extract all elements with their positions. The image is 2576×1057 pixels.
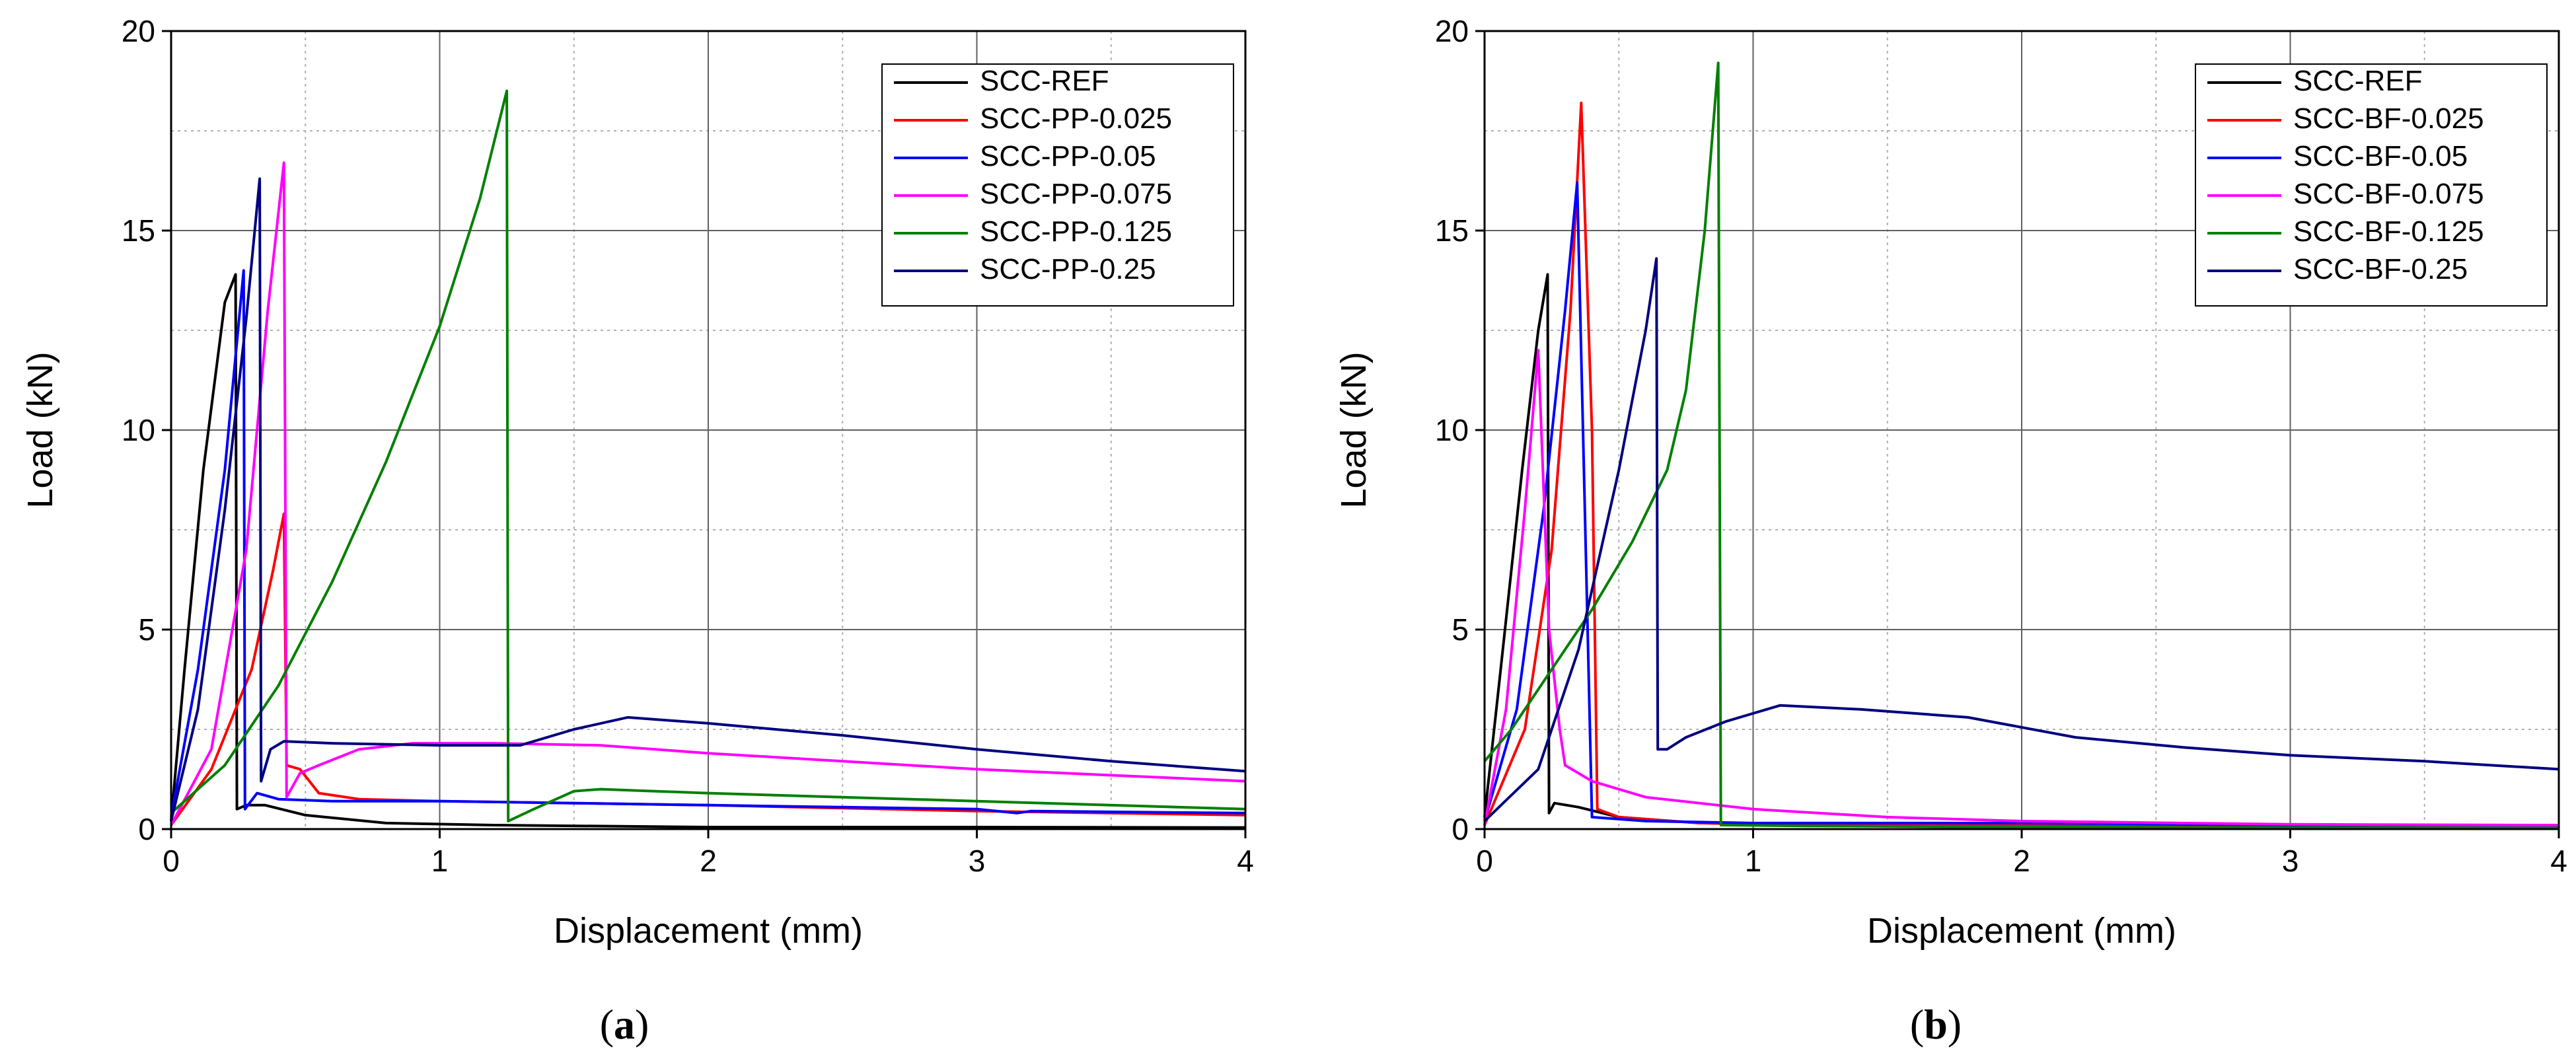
panel-label: (a) (600, 1001, 649, 1048)
legend-label: SCC-BF-0.125 (2293, 215, 2484, 248)
x-tick-label: 2 (700, 844, 717, 878)
panel-label-open: ( (600, 1001, 614, 1048)
y-tick-label: 0 (138, 812, 155, 846)
series-line-scc-bf-0.075 (1483, 349, 2559, 826)
legend-box (881, 63, 1234, 307)
panel-label-close: ) (1948, 1001, 1962, 1048)
x-tick-label: 0 (163, 844, 180, 878)
y-tick-label: 20 (122, 14, 155, 48)
y-tick-label: 10 (122, 413, 155, 447)
legend-label: SCC-BF-0.05 (2293, 140, 2468, 172)
x-tick-label: 3 (969, 844, 986, 878)
chart-panel-b: 0 1 2 3 4 0 5 10 15 20 Displacement (mm) Load (kN) S… (1334, 14, 2567, 1048)
y-tick-label: 10 (1435, 413, 1469, 447)
series-line-scc-bf-0.05 (1483, 181, 2559, 828)
y-axis-title: Load (kN) (1334, 351, 1374, 508)
x-tick-label: 1 (1745, 844, 1762, 878)
x-tick-label: 0 (1476, 844, 1493, 878)
series-line-scc-bf-0.025 (1483, 101, 2559, 828)
series-line-scc-pp-0.25 (170, 177, 1246, 822)
panel-letter: a (614, 1001, 635, 1048)
y-tick-label: 20 (1435, 14, 1469, 48)
x-axis-title: Displacement (mm) (1867, 911, 2176, 951)
legend-label: SCC-REF (2293, 65, 2423, 97)
legend: SCC-REF SCC-BF-0.025 SCC-BF-0.05 SCC-BF-0.0… (2195, 63, 2548, 307)
panel-label-close: ) (635, 1001, 649, 1048)
x-tick-label: 4 (2550, 844, 2567, 878)
y-axis-title: Load (kN) (20, 351, 60, 508)
series-line-scc-pp-0.05 (170, 269, 1246, 818)
x-tick-label: 2 (2013, 844, 2030, 878)
legend-label: SCC-BF-0.075 (2293, 178, 2484, 210)
x-axis-title: Displacement (mm) (554, 911, 863, 951)
legend-label: SCC-PP-0.05 (980, 140, 1156, 172)
y-tick-label: 0 (1452, 812, 1469, 846)
series-line-scc-bf-0.125 (1483, 61, 2559, 830)
legend-label: SCC-BF-0.025 (2293, 102, 2484, 135)
y-tick-label: 15 (122, 213, 155, 248)
legend-label: SCC-PP-0.125 (980, 215, 1172, 248)
legend-label: SCC-REF (980, 65, 1109, 97)
y-tick-label: 15 (1435, 213, 1469, 248)
y-tick-label: 5 (138, 612, 155, 647)
legend-label: SCC-PP-0.25 (980, 253, 1156, 285)
panel-letter: b (1924, 1001, 1948, 1048)
series-line-scc-pp-0.125 (170, 89, 1246, 822)
legend-box (2195, 63, 2548, 307)
x-tick-label: 1 (431, 844, 449, 878)
legend-label: SCC-PP-0.025 (980, 102, 1172, 135)
x-tick-label: 3 (2282, 844, 2299, 878)
panel-label: (b) (1910, 1001, 1962, 1048)
chart-panel-a: 0 1 2 3 4 0 5 10 15 20 Displacement (mm) Load (kN) S… (20, 14, 1254, 1048)
series-line-scc-bf-0.25 (1483, 257, 2559, 822)
y-tick-label: 5 (1452, 612, 1469, 647)
x-tick-label: 4 (1237, 844, 1254, 878)
panel-label-open: ( (1910, 1001, 1924, 1048)
legend: SCC-REF SCC-PP-0.025 SCC-PP-0.05 SCC-PP-0.0… (881, 63, 1234, 307)
legend-label: SCC-BF-0.25 (2293, 253, 2468, 285)
legend-label: SCC-PP-0.075 (980, 178, 1172, 210)
series-line-scc-ref (170, 273, 1246, 829)
